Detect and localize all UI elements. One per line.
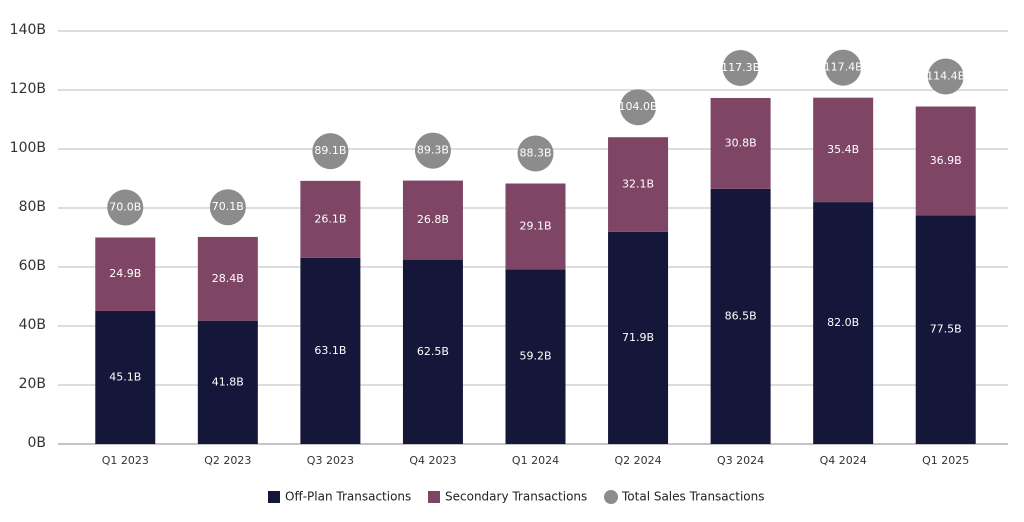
bar-label: 30.8B: [725, 136, 757, 149]
x-tick-label: Q2 2023: [204, 454, 251, 467]
y-tick-label: 80B: [19, 199, 46, 215]
legend-swatch: [268, 491, 280, 503]
total-marker: [620, 89, 657, 126]
legend-label: Secondary Transactions: [445, 490, 587, 504]
total-label: 114.4B: [926, 70, 965, 83]
bar-label: 82.0B: [827, 316, 859, 329]
total-marker: [825, 49, 862, 86]
bar-segment: [813, 97, 874, 203]
total-label: 89.1B: [314, 144, 346, 157]
x-tick-label: Q3 2024: [717, 454, 764, 467]
bar-label: 26.8B: [417, 213, 449, 226]
bar-segment: [505, 183, 566, 270]
bar-label: 26.1B: [314, 212, 346, 225]
x-tick-label: Q1 2023: [102, 454, 149, 467]
bar-segment: [608, 231, 669, 444]
bar-segment: [300, 180, 361, 258]
bar-label: 71.9B: [622, 331, 654, 344]
bar-segment: [402, 180, 463, 260]
total-label: 117.3B: [721, 61, 760, 74]
bar-segment: [915, 215, 976, 444]
bar-segment: [197, 320, 258, 444]
total-label: 89.3B: [417, 144, 449, 157]
total-marker: [107, 189, 144, 226]
x-tick-label: Q1 2025: [922, 454, 969, 467]
bar-label: 86.5B: [725, 309, 757, 322]
total-label: 104.0B: [619, 100, 658, 113]
bar-label: 28.4B: [212, 272, 244, 285]
y-tick-label: 60B: [19, 258, 46, 274]
total-label: 70.0B: [109, 201, 141, 214]
bar-segment: [95, 237, 156, 311]
x-tick-label: Q3 2023: [307, 454, 354, 467]
x-tick-label: Q4 2023: [409, 454, 456, 467]
total-label: 70.1B: [212, 200, 244, 213]
bar-segment: [95, 310, 156, 444]
bar-segment: [915, 106, 976, 216]
bar-segment: [813, 202, 874, 444]
total-marker: [312, 133, 349, 170]
legend-swatch: [604, 490, 618, 504]
bar-label: 62.5B: [417, 345, 449, 358]
legend-label: Total Sales Transactions: [621, 490, 765, 504]
bar-label: 32.1B: [622, 178, 654, 191]
bar-label: 36.9B: [930, 154, 962, 167]
bar-segment: [402, 259, 463, 444]
bar-segment: [197, 236, 258, 321]
bar-segment: [505, 269, 566, 444]
bar-label: 59.2B: [519, 350, 551, 363]
total-marker: [927, 58, 964, 95]
bar-segment: [710, 97, 771, 189]
bar-segment: [300, 257, 361, 444]
x-tick-label: Q1 2024: [512, 454, 559, 467]
y-tick-label: 120B: [10, 81, 46, 97]
y-tick-label: 140B: [10, 22, 46, 38]
total-marker: [209, 189, 246, 226]
bar-label: 24.9B: [109, 267, 141, 280]
bar-label: 29.1B: [519, 219, 551, 232]
total-label: 88.3B: [519, 147, 551, 160]
bar-label: 35.4B: [827, 143, 859, 156]
bar-label: 41.8B: [212, 375, 244, 388]
bar-label: 45.1B: [109, 370, 141, 383]
bar-label: 63.1B: [314, 344, 346, 357]
y-tick-label: 40B: [19, 317, 46, 333]
bar-segment: [608, 137, 669, 232]
bar-label: 77.5B: [930, 323, 962, 336]
y-tick-label: 0B: [27, 435, 46, 451]
total-marker: [722, 49, 759, 86]
total-label: 117.4B: [824, 61, 863, 74]
legend-label: Off-Plan Transactions: [285, 490, 411, 504]
y-tick-label: 100B: [10, 140, 46, 156]
bar-segment: [710, 188, 771, 444]
x-tick-label: Q4 2024: [820, 454, 867, 467]
total-marker: [414, 132, 451, 169]
x-tick-label: Q2 2024: [614, 454, 661, 467]
y-tick-label: 20B: [19, 376, 46, 392]
total-marker: [517, 135, 554, 172]
legend-swatch: [428, 491, 440, 503]
